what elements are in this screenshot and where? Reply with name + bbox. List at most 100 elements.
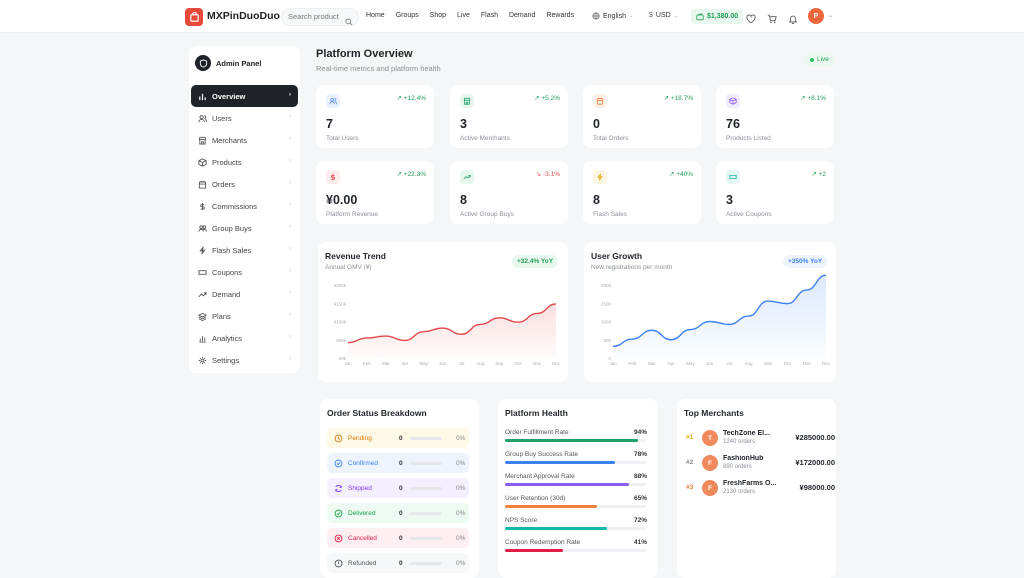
wallet-balance[interactable]: $1,380.00 bbox=[691, 9, 744, 24]
nav-groups[interactable]: Groups bbox=[395, 12, 419, 19]
sidebar-item-label: Plans bbox=[212, 311, 231, 321]
stat-card[interactable]: ↘ -3.1% 8 Active Group Buys bbox=[450, 161, 568, 224]
sidebar-item-analytics[interactable]: Analytics › bbox=[191, 327, 298, 349]
search-icon[interactable] bbox=[345, 13, 353, 31]
sidebar-item-plans[interactable]: Plans › bbox=[191, 305, 298, 327]
stat-card[interactable]: ↗ +8.1% 76 Products Listed bbox=[716, 85, 834, 148]
chevron-down-icon[interactable]: ⌄ bbox=[828, 13, 834, 19]
gear-icon bbox=[198, 356, 207, 365]
currency-selector[interactable]: $ USD ⌄ bbox=[649, 12, 678, 19]
page-title: Platform Overview bbox=[316, 48, 413, 60]
sidebar-item-demand[interactable]: Demand › bbox=[191, 283, 298, 305]
x-tick-label: Jul bbox=[459, 361, 465, 366]
order-status-row-refunded[interactable]: Refunded 0 0% bbox=[327, 553, 469, 573]
order-status-pct: 0% bbox=[456, 509, 466, 517]
platform-health-card: Platform Health Order Fulfillment Rate 94… bbox=[498, 399, 658, 578]
nav-shop[interactable]: Shop bbox=[429, 12, 447, 19]
nav-home[interactable]: Home bbox=[366, 12, 385, 19]
x-tick-label: Sep bbox=[764, 361, 773, 366]
chevron-down-icon: ⌄ bbox=[673, 12, 678, 19]
merchant-row[interactable]: #1 T TechZone El... 1240 orders ¥285000.00 bbox=[684, 427, 835, 449]
stat-card[interactable]: ↗ +12.4% 7 Total Users bbox=[316, 85, 434, 148]
sidebar-menu: Overview › Users › Merchants › Products › Orders… bbox=[191, 85, 298, 371]
order-status-row-cancelled[interactable]: Cancelled 0 0% bbox=[327, 528, 469, 548]
chevron-right-icon: › bbox=[289, 268, 291, 274]
revenue-trend-title: Revenue Trend bbox=[325, 251, 386, 261]
health-metric-label: NPS Score bbox=[505, 517, 538, 524]
stat-card[interactable]: ↗ +5.2% 3 Active Merchants bbox=[450, 85, 568, 148]
revenue-trend-subtitle: Annual GMV (¥) bbox=[325, 264, 372, 271]
bell-icon[interactable] bbox=[788, 11, 798, 29]
stat-card[interactable]: ↗ +40% 8 Flash Sales bbox=[583, 161, 701, 224]
group-icon bbox=[198, 224, 207, 233]
order-status-bar bbox=[410, 486, 442, 490]
x-tick-label: Oct bbox=[784, 361, 792, 366]
merchant-row[interactable]: #2 F FashionHub 890 orders ¥172000.00 bbox=[684, 452, 835, 474]
health-progress-track bbox=[505, 439, 646, 442]
sidebar-item-flash-sales[interactable]: Flash Sales › bbox=[191, 239, 298, 261]
series-line bbox=[347, 303, 557, 344]
cart-icon[interactable] bbox=[767, 11, 777, 29]
nav-rewards[interactable]: Rewards bbox=[546, 12, 575, 19]
user-avatar[interactable]: P bbox=[808, 8, 824, 24]
nav-flash[interactable]: Flash bbox=[480, 12, 498, 19]
users-icon bbox=[198, 114, 207, 123]
health-metric-pct: 41% bbox=[633, 539, 647, 546]
order-status-row-shipped[interactable]: Shipped 0 0% bbox=[327, 478, 469, 498]
dollar-icon: $ bbox=[649, 12, 653, 19]
search-box[interactable] bbox=[281, 8, 359, 26]
chevron-right-icon: › bbox=[289, 180, 291, 186]
stat-value: 0 bbox=[593, 117, 600, 131]
nav-demand[interactable]: Demand bbox=[508, 12, 536, 19]
brand-name[interactable]: MXPinDuoDuo bbox=[207, 10, 280, 22]
x-tick-label: Jul bbox=[726, 361, 732, 366]
sidebar-item-settings[interactable]: Settings › bbox=[191, 349, 298, 371]
merchant-avatar: T bbox=[702, 430, 718, 446]
order-status-row-pending[interactable]: Pending 0 0% bbox=[327, 428, 469, 448]
sidebar-item-orders[interactable]: Orders › bbox=[191, 173, 298, 195]
search-input[interactable] bbox=[288, 12, 340, 21]
merchant-row[interactable]: #3 F FreshFarms O... 2130 orders ¥98000.00 bbox=[684, 477, 835, 499]
stat-card[interactable]: ↗ +22.3% ¥0.00 Platform Revenue bbox=[316, 161, 434, 224]
stat-label: Active Group Buys bbox=[460, 211, 514, 218]
globe-icon bbox=[592, 12, 600, 20]
sidebar-item-commissions[interactable]: Commissions › bbox=[191, 195, 298, 217]
stat-value: ¥0.00 bbox=[326, 193, 358, 207]
brand-logo-icon[interactable] bbox=[185, 8, 203, 26]
user-growth-subtitle: New registrations per month bbox=[591, 264, 673, 271]
sidebar-item-overview[interactable]: Overview › bbox=[191, 85, 298, 107]
stat-card[interactable]: ↗ +18.7% 0 Total Orders bbox=[583, 85, 701, 148]
stat-card[interactable]: ↗ +2 3 Active Coupons bbox=[716, 161, 834, 224]
health-progress-track bbox=[505, 527, 646, 530]
ticket-icon bbox=[198, 268, 207, 277]
sidebar-item-label: Users bbox=[212, 113, 232, 123]
sidebar-item-group-buys[interactable]: Group Buys › bbox=[191, 217, 298, 239]
chevron-right-icon: › bbox=[289, 202, 291, 208]
order-status-row-confirmed[interactable]: Confirmed 0 0% bbox=[327, 453, 469, 473]
health-progress-track bbox=[505, 549, 646, 552]
order-status-pct: 0% bbox=[456, 559, 466, 567]
nav-live[interactable]: Live bbox=[457, 12, 470, 19]
sidebar-item-merchants[interactable]: Merchants › bbox=[191, 129, 298, 151]
trend-icon bbox=[198, 290, 207, 299]
sidebar-item-users[interactable]: Users › bbox=[191, 107, 298, 129]
language-selector[interactable]: English ⌄ bbox=[592, 12, 633, 20]
chevron-right-icon: › bbox=[289, 356, 291, 362]
lightning-icon bbox=[593, 170, 607, 184]
series-area bbox=[613, 275, 826, 358]
order-status-pct: 0% bbox=[456, 484, 466, 492]
x-tick-label: Nov bbox=[533, 361, 542, 366]
sidebar-item-products[interactable]: Products › bbox=[191, 151, 298, 173]
check-circle-icon bbox=[334, 459, 343, 468]
top-navbar: MXPinDuoDuo Home Groups Shop Live Flash … bbox=[0, 0, 1024, 33]
x-tick-label: Jun bbox=[439, 361, 447, 366]
heart-icon[interactable] bbox=[746, 11, 756, 29]
sidebar-header: Admin Panel bbox=[195, 55, 261, 71]
health-metric-label: User Retention (30d) bbox=[505, 495, 566, 502]
dollar-icon bbox=[198, 202, 207, 211]
x-tick-label: Aug bbox=[476, 361, 485, 366]
order-status-count: 0 bbox=[399, 509, 403, 517]
clock-icon bbox=[334, 434, 343, 443]
order-status-row-delivered[interactable]: Delivered 0 0% bbox=[327, 503, 469, 523]
sidebar-item-coupons[interactable]: Coupons › bbox=[191, 261, 298, 283]
